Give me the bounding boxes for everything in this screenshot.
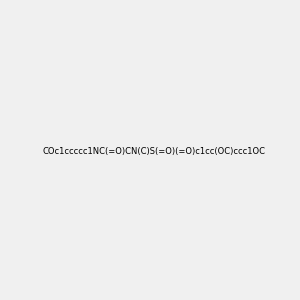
Text: COc1ccccc1NC(=O)CN(C)S(=O)(=O)c1cc(OC)ccc1OC: COc1ccccc1NC(=O)CN(C)S(=O)(=O)c1cc(OC)cc… xyxy=(42,147,265,156)
